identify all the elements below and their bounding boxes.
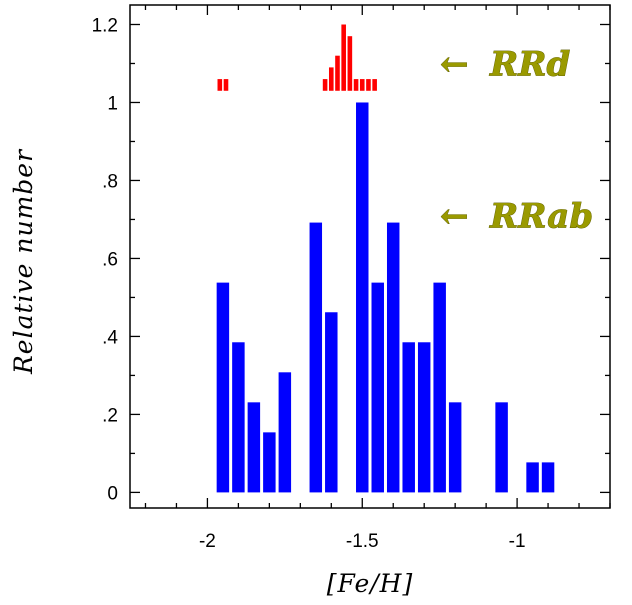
x-tick-label: -1.5 [346, 531, 379, 552]
y-tick-label: .2 [102, 405, 118, 426]
arrow-icon: ← [440, 44, 469, 84]
ticks-layer [130, 5, 611, 508]
tick-labels-layer: -2 -1.5 -1 0 .2 .4 .6 .8 1 1.2 [92, 15, 526, 552]
bar-rrd [322, 79, 328, 91]
y-tick-label: 0 [107, 483, 118, 504]
y-tick-label: 1.2 [92, 15, 118, 36]
bar-rrab [402, 342, 415, 493]
annotation-rrd: ← RRd [440, 44, 571, 85]
bar-rrab [386, 222, 400, 493]
arrow-icon: ← [440, 197, 469, 237]
bar-rrab [247, 402, 261, 493]
x-axis-title: [Fe/H] [327, 569, 414, 598]
bar-rrab [325, 312, 338, 493]
y-axis-title: Relative number [9, 148, 38, 375]
bar-rrd [328, 67, 334, 91]
rrd-label: RRd [489, 44, 571, 84]
bar-rrd [341, 24, 346, 91]
bar-rrd [353, 79, 359, 91]
bar-rrab [526, 462, 539, 493]
x-tick-label: -2 [199, 531, 216, 552]
bar-rrd [217, 79, 223, 91]
bar-rrd [223, 79, 229, 91]
bar-rrab [216, 282, 230, 493]
bar-rrab [371, 282, 384, 493]
bar-rrd [335, 55, 340, 91]
bar-rrab [278, 372, 292, 493]
series-rrd [217, 24, 377, 91]
bar-rrab [356, 102, 369, 493]
bar-rrd [347, 36, 353, 91]
bar-rrab [495, 402, 508, 493]
bar-rrab [448, 402, 462, 493]
bar-rrab [309, 222, 323, 493]
series-rrab [216, 102, 555, 493]
bar-rrd [366, 79, 371, 91]
annotation-rrab: ← RRab [440, 196, 594, 237]
bars-layer [216, 24, 555, 493]
bar-rrab [433, 282, 446, 493]
plot-frame [129, 4, 611, 509]
y-tick-label: 1 [107, 93, 118, 114]
bar-rrab [232, 342, 245, 493]
rrab-label: RRab [489, 197, 593, 237]
y-tick-label: .4 [102, 327, 118, 348]
bar-rrab [263, 432, 276, 493]
y-tick-label: .6 [102, 249, 118, 270]
x-tick-label: -1 [509, 531, 526, 552]
bar-rrab [417, 342, 431, 493]
bar-rrab [541, 462, 555, 493]
y-tick-label: .8 [102, 171, 118, 192]
bar-rrd [372, 79, 377, 91]
bar-rrd [359, 79, 365, 91]
